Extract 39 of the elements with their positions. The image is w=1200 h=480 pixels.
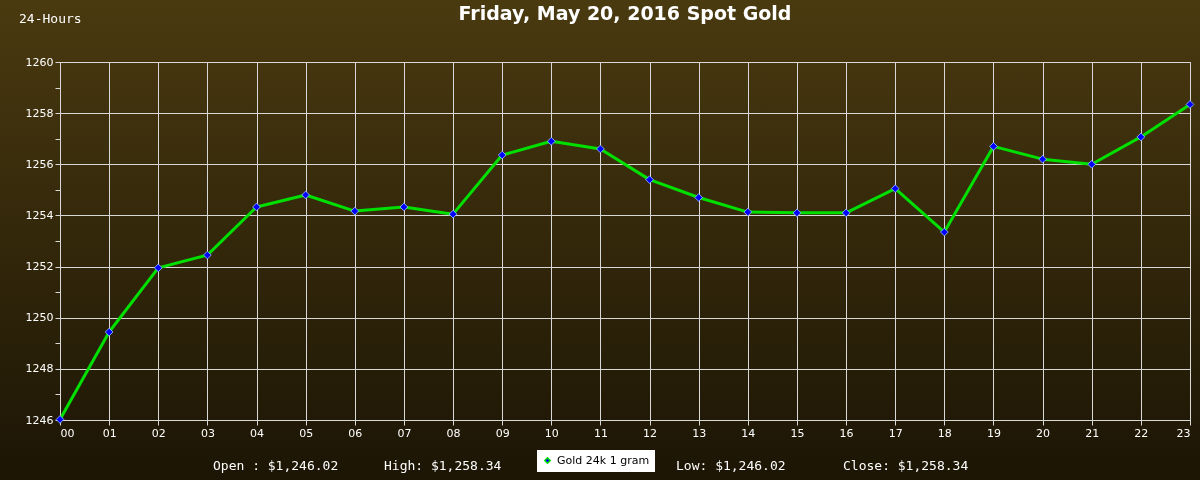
x-tick-label: 11 <box>593 426 608 440</box>
x-tick-label: 00 <box>60 426 75 440</box>
x-tick-label: 07 <box>397 426 412 440</box>
y-tick-label: 1258 <box>25 106 54 120</box>
x-tick-label: 14 <box>741 426 756 440</box>
x-tick-label: 06 <box>348 426 363 440</box>
x-tick-label: 09 <box>495 426 510 440</box>
x-tick-label: 21 <box>1085 426 1100 440</box>
x-tick-label: 15 <box>790 426 805 440</box>
y-tick-label: 1248 <box>25 362 54 376</box>
y-tick-label: 1254 <box>25 208 54 222</box>
y-tick-label: 1252 <box>25 260 54 274</box>
x-tick-label: 13 <box>692 426 707 440</box>
x-tick-label: 16 <box>839 426 854 440</box>
y-tick-label: 1256 <box>25 157 54 171</box>
text: Open : $1,246.02 <box>213 458 339 473</box>
x-tick-label: 04 <box>250 426 265 440</box>
chart-title: Friday, May 20, 2016 Spot Gold <box>458 2 792 24</box>
legend-label: Gold 24k 1 gram <box>557 453 650 467</box>
x-tick-label: 20 <box>1036 426 1051 440</box>
text: 24-Hours <box>19 11 82 26</box>
x-tick-label: 22 <box>1134 426 1149 440</box>
y-tick-label: 1246 <box>25 413 54 427</box>
text: High: $1,258.34 <box>384 458 502 473</box>
y-tick-label: 1260 <box>25 55 54 69</box>
x-tick-label: 03 <box>200 426 215 440</box>
x-tick-label: 05 <box>299 426 314 440</box>
x-tick-label: 23 <box>1176 426 1191 440</box>
text: Close: $1,258.34 <box>843 458 969 473</box>
x-tick-label: 19 <box>986 426 1001 440</box>
x-tick-label: 18 <box>937 426 952 440</box>
x-tick-label: 01 <box>102 426 117 440</box>
x-tick-label: 12 <box>643 426 658 440</box>
x-tick-label: 10 <box>544 426 559 440</box>
text: Low: $1,246.02 <box>676 458 786 473</box>
x-tick-label: 08 <box>446 426 461 440</box>
x-tick-label: 02 <box>151 426 166 440</box>
y-tick-label: 1250 <box>25 311 54 325</box>
x-tick-label: 17 <box>888 426 903 440</box>
